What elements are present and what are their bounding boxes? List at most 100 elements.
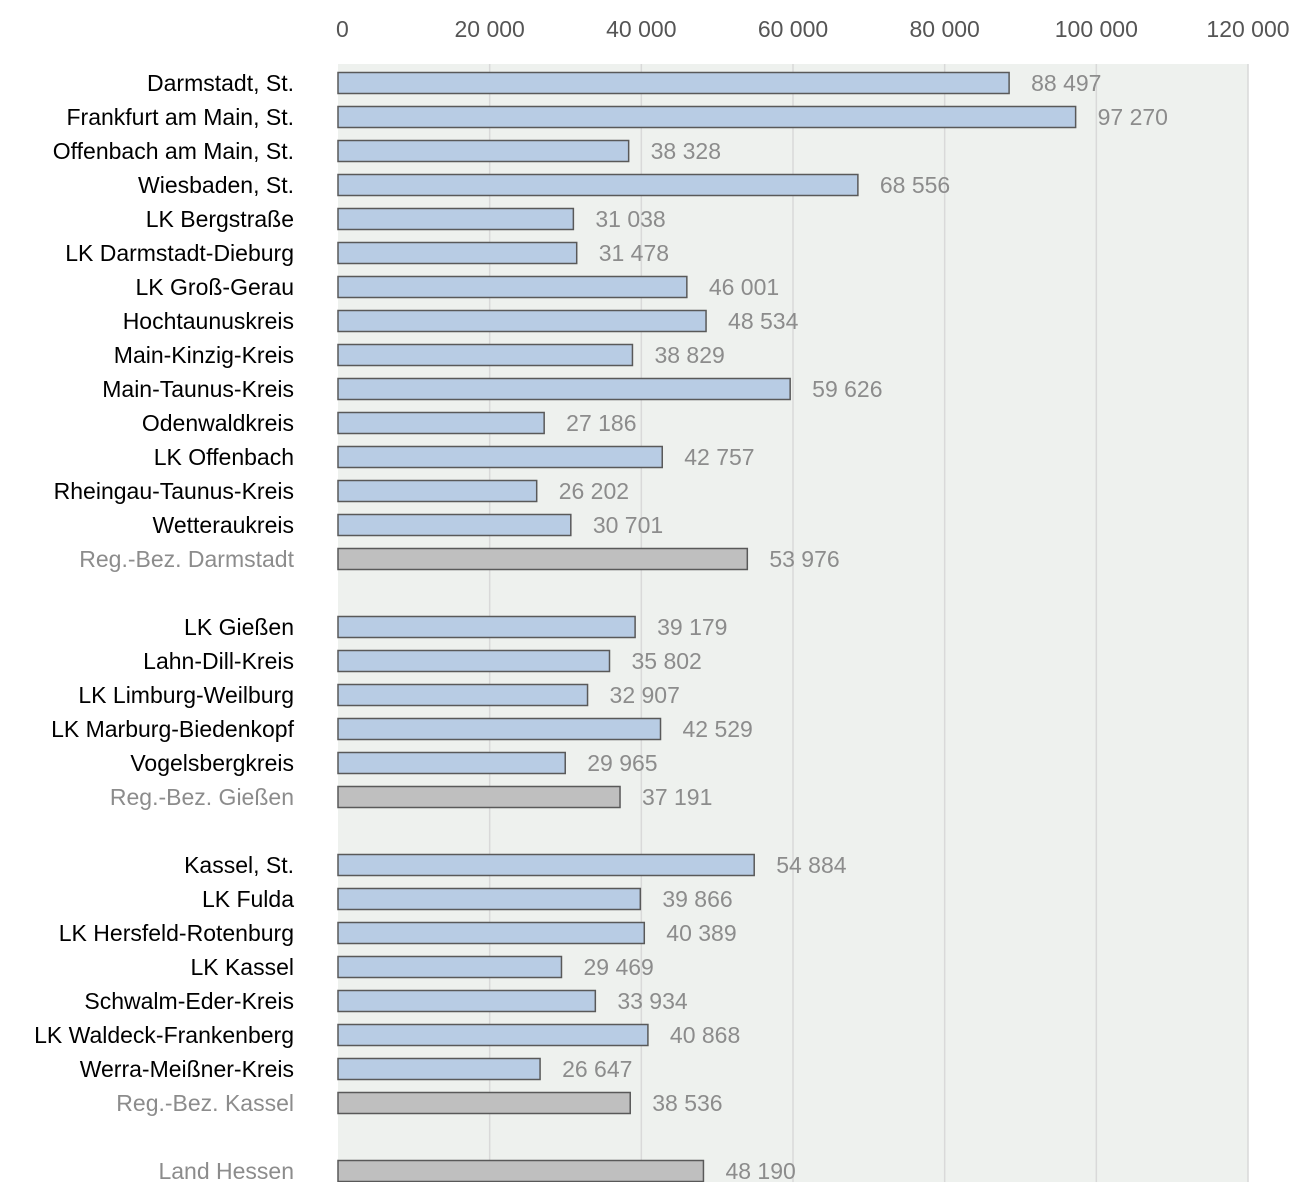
x-tick-label: 60 000 xyxy=(758,16,828,42)
category-label: Lahn-Dill-Kreis xyxy=(143,648,294,674)
category-label: Wetteraukreis xyxy=(153,512,294,538)
district-bar xyxy=(337,683,589,707)
category-label: Wiesbaden, St. xyxy=(138,172,294,198)
aggregate-label: Land Hessen xyxy=(158,1158,294,1182)
aggregate-label: Reg.-Bez. Gießen xyxy=(110,784,294,810)
data-label: 54 884 xyxy=(776,852,847,878)
x-tick-label: 100 000 xyxy=(1055,16,1138,42)
district-bar xyxy=(337,1057,541,1081)
district-bar xyxy=(337,309,707,333)
district-bar xyxy=(337,513,572,537)
district-bar xyxy=(337,751,566,775)
district-bar xyxy=(337,207,575,231)
data-label: 33 934 xyxy=(617,988,688,1014)
district-bar xyxy=(337,105,1077,129)
value-labels: 88 497 97 270 38 328 68 556 31 038 31 478 46 0… xyxy=(559,70,1168,1182)
district-bar xyxy=(337,1023,649,1047)
category-label: LK Offenbach xyxy=(154,444,294,470)
aggregate-bar xyxy=(337,1159,705,1182)
x-tick-label: 120 000 xyxy=(1206,16,1289,42)
category-label: Schwalm-Eder-Kreis xyxy=(84,988,294,1014)
data-label: 30 701 xyxy=(593,512,663,538)
data-label: 42 529 xyxy=(683,716,753,742)
data-label: 29 965 xyxy=(587,750,657,776)
data-label: 68 556 xyxy=(880,172,950,198)
category-label: LK Bergstraße xyxy=(146,206,294,232)
district-bar xyxy=(337,479,538,503)
data-label: 31 478 xyxy=(599,240,669,266)
data-label: 39 866 xyxy=(662,886,732,912)
data-label: 53 976 xyxy=(769,546,839,572)
aggregate-bar xyxy=(337,1091,631,1115)
data-label: 27 186 xyxy=(566,410,636,436)
district-bar xyxy=(337,445,663,469)
data-label: 59 626 xyxy=(812,376,882,402)
category-label: LK Limburg-Weilburg xyxy=(78,682,294,708)
data-label: 29 469 xyxy=(583,954,653,980)
category-label: Rheingau-Taunus-Kreis xyxy=(54,478,294,504)
category-label: Werra-Meißner-Kreis xyxy=(80,1056,294,1082)
bars xyxy=(337,71,1077,1182)
district-bar xyxy=(337,955,563,979)
category-label: LK Darmstadt-Dieburg xyxy=(65,240,294,266)
data-label: 38 536 xyxy=(652,1090,722,1116)
district-bar xyxy=(337,71,1010,95)
aggregate-label: Reg.-Bez. Kassel xyxy=(116,1090,294,1116)
district-bar xyxy=(337,921,646,945)
district-bar xyxy=(337,343,634,367)
district-bar xyxy=(337,275,688,299)
category-label: Kassel, St. xyxy=(184,852,294,878)
district-bar xyxy=(337,887,642,911)
data-label: 97 270 xyxy=(1098,104,1168,130)
district-bar xyxy=(337,139,630,163)
category-label: LK Waldeck-Frankenberg xyxy=(34,1022,294,1048)
x-tick-label: 20 000 xyxy=(454,16,524,42)
data-label: 48 190 xyxy=(725,1158,795,1182)
category-label: Main-Kinzig-Kreis xyxy=(114,342,294,368)
district-bar xyxy=(337,377,791,401)
category-label: Frankfurt am Main, St. xyxy=(66,104,294,130)
data-label: 40 868 xyxy=(670,1022,740,1048)
category-label: Vogelsbergkreis xyxy=(130,750,294,776)
data-label: 39 179 xyxy=(657,614,727,640)
district-bar xyxy=(337,241,578,265)
data-label: 46 001 xyxy=(709,274,779,300)
data-label: 38 328 xyxy=(651,138,721,164)
data-label: 32 907 xyxy=(610,682,680,708)
district-bar xyxy=(337,411,545,435)
category-label: LK Gießen xyxy=(184,614,294,640)
x-tick-label: 80 000 xyxy=(909,16,979,42)
data-label: 48 534 xyxy=(728,308,799,334)
district-bar xyxy=(337,717,662,741)
x-tick-label: 40 000 xyxy=(606,16,676,42)
data-label: 35 802 xyxy=(631,648,701,674)
category-label: LK Fulda xyxy=(202,886,294,912)
data-label: 38 829 xyxy=(654,342,724,368)
category-label: Darmstadt, St. xyxy=(147,70,294,96)
district-bar xyxy=(337,989,597,1013)
category-label: Main-Taunus-Kreis xyxy=(102,376,294,402)
data-label: 31 038 xyxy=(595,206,665,232)
category-label: LK Hersfeld-Rotenburg xyxy=(59,920,294,946)
data-label: 40 389 xyxy=(666,920,736,946)
district-bar xyxy=(337,615,636,639)
data-label: 37 191 xyxy=(642,784,712,810)
data-label: 26 647 xyxy=(562,1056,632,1082)
category-label: LK Marburg-Biedenkopf xyxy=(51,716,295,742)
category-labels: Darmstadt, St. Frankfurt am Main, St. Offe… xyxy=(34,70,295,1182)
aggregate-bar xyxy=(337,785,621,809)
category-label: LK Groß-Gerau xyxy=(136,274,295,300)
data-label: 88 497 xyxy=(1031,70,1101,96)
data-label: 42 757 xyxy=(684,444,754,470)
x-tick-label: 0 xyxy=(336,16,349,42)
aggregate-bar xyxy=(337,547,749,571)
category-label: Odenwaldkreis xyxy=(142,410,294,436)
district-bar xyxy=(337,649,611,673)
aggregate-label: Reg.-Bez. Darmstadt xyxy=(79,546,294,572)
data-label: 26 202 xyxy=(559,478,629,504)
district-bar xyxy=(337,173,859,197)
district-bar xyxy=(337,853,755,877)
category-label: LK Kassel xyxy=(190,954,294,980)
category-label: Offenbach am Main, St. xyxy=(53,138,294,164)
